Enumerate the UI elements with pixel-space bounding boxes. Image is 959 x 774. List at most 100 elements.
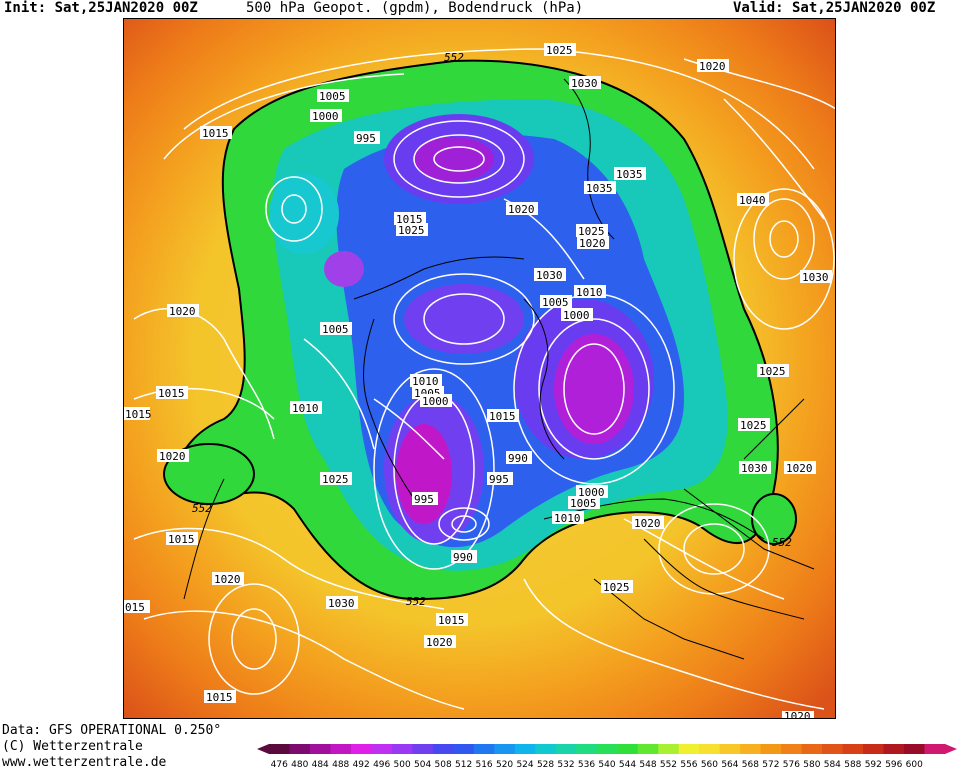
colorbar-swatch [883, 744, 905, 754]
pressure-label: 1030 [741, 462, 768, 475]
pressure-label: 1025 [578, 225, 605, 238]
colorbar-tick-label: 584 [824, 760, 841, 770]
colorbar-tick-label: 536 [578, 760, 595, 770]
colorbar-swatch [719, 744, 741, 754]
colorbar-swatch [842, 744, 864, 754]
pressure-label: 1015 [396, 213, 423, 226]
colorbar-tick-label: 592 [865, 760, 882, 770]
data-source-label: Data: GFS OPERATIONAL 0.250° [2, 723, 222, 738]
pressure-label: 1015 [202, 127, 229, 140]
colorbar-legend: 476 480 484 488 492 496 500 504 508 512 516 520 524 5… [257, 742, 957, 770]
colorbar-swatch [924, 744, 946, 754]
website-link[interactable]: www.wetterzentrale.de [2, 755, 167, 770]
pressure-label: 1020 [579, 237, 606, 250]
colorbar-tick-label: 588 [844, 760, 861, 770]
colorbar-swatch [289, 744, 311, 754]
pressure-label: 1010 [576, 286, 603, 299]
pressure-label: 1020 [426, 636, 453, 649]
colorbar-swatch [432, 744, 454, 754]
colorbar-swatch [740, 744, 762, 754]
pressure-label: 1035 [586, 182, 613, 195]
pacific-cyan-blob [269, 174, 339, 254]
copyright-label: (C) Wetterzentrale [2, 739, 143, 754]
colorbar-swatch [801, 744, 823, 754]
colorbar-swatch [699, 744, 721, 754]
colorbar-tick-label: 504 [414, 760, 431, 770]
colorbar-swatch [760, 744, 782, 754]
pressure-label: 1025 [398, 224, 425, 237]
pressure-label: 1030 [536, 269, 563, 282]
pressure-label: 990 [508, 452, 528, 465]
colorbar-tick-label: 560 [701, 760, 718, 770]
colorbar-tick-label: 540 [598, 760, 615, 770]
colorbar-tick-label: 500 [394, 760, 411, 770]
isobar-lines [133, 48, 835, 710]
pressure-label: 1025 [322, 473, 349, 486]
pressure-label: 1005 [319, 90, 346, 103]
pressure-label: 990 [453, 551, 473, 564]
colorbar-swatch [535, 744, 557, 754]
pressure-label: 1015 [438, 614, 465, 627]
pressure-label: 1020 [699, 60, 726, 73]
pressure-label: 1010 [554, 512, 581, 525]
weather-map-svg: 552 552 552 552 1025 1030 1020 1005 1000… [124, 19, 835, 719]
colorbar-swatch [863, 744, 885, 754]
pressure-label: 1005 [542, 296, 569, 309]
pressure-label: 1020 [634, 517, 661, 530]
pressure-label: 1000 [312, 110, 339, 123]
weather-map[interactable]: 552 552 552 552 1025 1030 1020 1005 1000… [123, 18, 836, 719]
colorbar-tick-label: 548 [639, 760, 656, 770]
colorbar-tick-label: 564 [721, 760, 738, 770]
colorbar-swatch [269, 744, 290, 754]
colorbar-tick-label: 476 [271, 760, 288, 770]
colorbar-swatch [658, 744, 680, 754]
colorbar-tick-label: 492 [353, 760, 370, 770]
pressure-label: 1010 [412, 375, 439, 388]
colorbar-tick-label: 528 [537, 760, 554, 770]
pressure-label: 1015 [125, 408, 152, 421]
pressure-label: 1030 [802, 271, 829, 284]
colorbar-swatch [330, 744, 352, 754]
pressure-label: 1000 [422, 395, 449, 408]
colorbar-tick-label: 580 [803, 760, 820, 770]
colorbar-left-arrow [257, 744, 269, 754]
pressure-label: 1020 [786, 462, 813, 475]
low-core-east-inner [554, 334, 634, 444]
colorbar-swatch [494, 744, 516, 754]
colorbar-swatch [637, 744, 659, 754]
colorbar-swatch [576, 744, 598, 754]
colorbar-swatch [453, 744, 475, 754]
colorbar-swatch [678, 744, 700, 754]
colorbar-tick-label: 572 [762, 760, 779, 770]
pressure-label: 1015 [158, 387, 185, 400]
colorbar-swatch [904, 744, 926, 754]
pressure-label: 995 [414, 493, 434, 506]
colorbar-svg: 476 480 484 488 492 496 500 504 508 512 516 520 524 5… [257, 744, 957, 770]
pressure-label: 1015 [168, 533, 195, 546]
colorbar-tick-label: 484 [312, 760, 329, 770]
valid-time-label: Valid: Sat,25JAN2020 00Z [733, 0, 936, 16]
pressure-label: 1025 [603, 581, 630, 594]
contour-552-label-east: 552 [772, 536, 792, 549]
colorbar-tick-label: 552 [660, 760, 677, 770]
pressure-label: 1025 [759, 365, 786, 378]
pressure-label: 1040 [739, 194, 766, 207]
pressure-label: 1020 [784, 710, 811, 719]
low-core-north-inner [414, 137, 494, 181]
small-purple-blob [324, 251, 364, 287]
pressure-label: 015 [125, 601, 145, 614]
colorbar-tick-label: 496 [373, 760, 390, 770]
colorbar-swatch [617, 744, 639, 754]
contour-552-label-north: 552 [444, 51, 464, 64]
colorbar-right-arrow [945, 744, 957, 754]
colorbar-tick-label: 556 [680, 760, 697, 770]
pressure-labels: 1025 1030 1020 1005 1000 995 1015 1035 1… [124, 43, 832, 719]
colorbar-tick-label: 516 [475, 760, 492, 770]
colorbar-tick-label: 600 [906, 760, 923, 770]
colorbar-tick-label: 512 [455, 760, 472, 770]
pressure-label: 1020 [214, 573, 241, 586]
colorbar-tick-label: 596 [885, 760, 902, 770]
green-lobe-east [751, 493, 797, 545]
colorbar-swatch [309, 744, 331, 754]
contour-552-label-south: 552 [406, 595, 426, 608]
